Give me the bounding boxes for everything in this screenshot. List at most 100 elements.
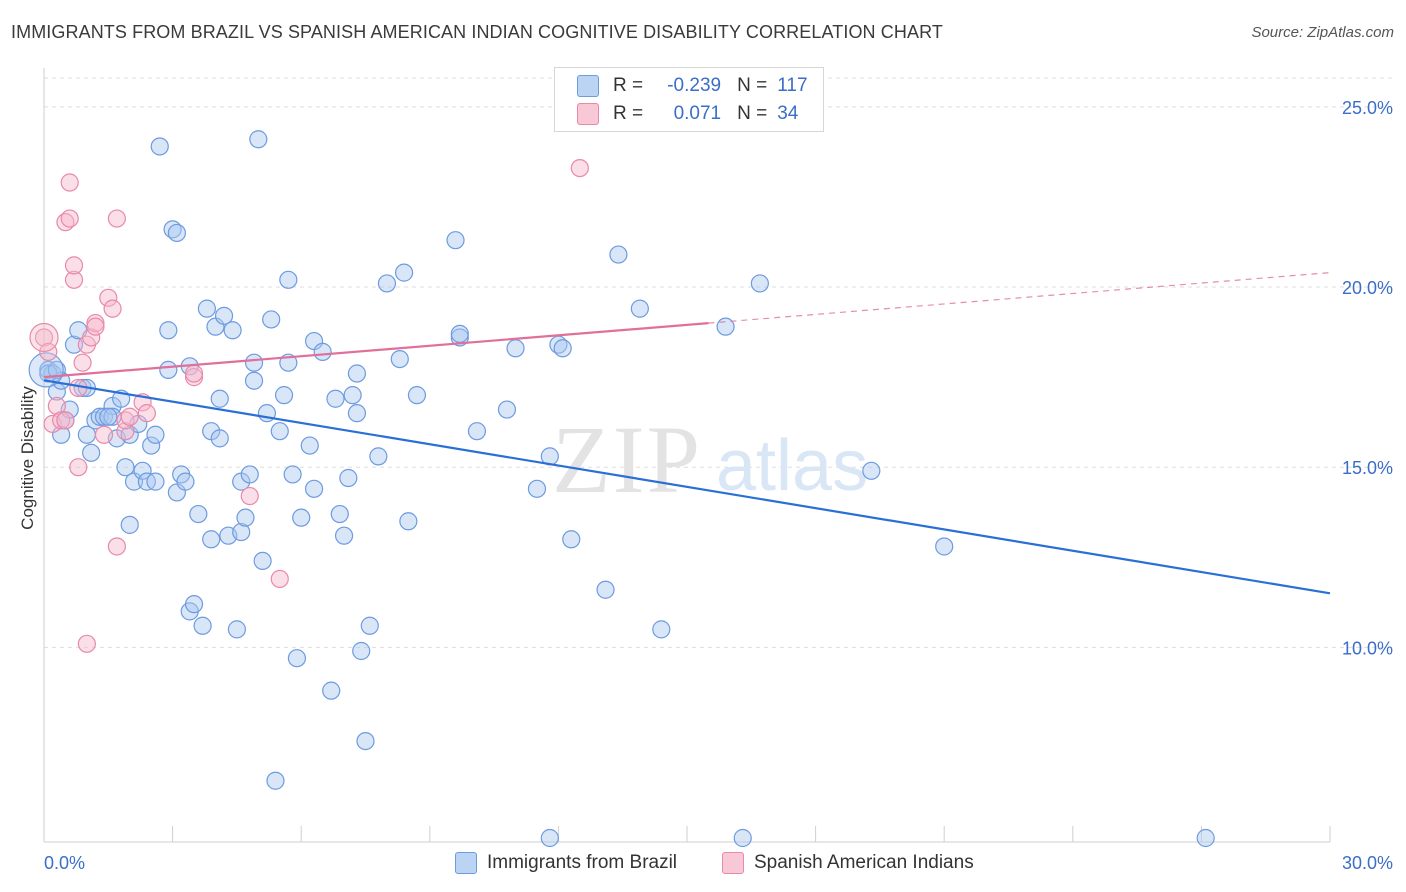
data-point	[596, 580, 615, 599]
data-point	[339, 468, 358, 488]
data-point	[236, 508, 255, 527]
data-point	[935, 537, 954, 556]
data-point	[146, 472, 165, 491]
x-tick-label: 30.0%	[1342, 853, 1393, 873]
data-point	[193, 616, 212, 635]
data-point	[142, 436, 161, 455]
data-point	[107, 209, 126, 228]
chart-title: IMMIGRANTS FROM BRAZIL VS SPANISH AMERIC…	[11, 22, 943, 42]
data-point	[34, 328, 54, 347]
legend-swatch-pink	[577, 103, 599, 125]
data-point	[570, 158, 589, 178]
data-point	[184, 595, 204, 614]
data-point	[407, 386, 427, 405]
data-point	[82, 443, 101, 462]
data-point	[240, 486, 259, 506]
series-spanish-american-indians	[29, 158, 589, 653]
legend-item-brazil[interactable]: Immigrants from Brazil	[455, 852, 677, 874]
data-point	[609, 245, 628, 264]
y-tick-label: 20.0%	[1342, 278, 1393, 298]
watermark: ZIP atlas	[552, 406, 868, 513]
data-point	[184, 364, 204, 383]
data-point	[352, 641, 371, 661]
legend-n-value: 34	[777, 103, 799, 124]
data-point	[197, 299, 216, 318]
legend-n-label: N =	[737, 103, 768, 124]
data-point	[652, 620, 671, 639]
data-point	[223, 321, 242, 340]
data-point	[553, 339, 572, 358]
axes	[43, 68, 1331, 843]
data-point	[60, 173, 79, 192]
data-point	[249, 130, 268, 149]
data-point	[467, 422, 487, 441]
legend-row-spanish: R = 0.071 N = 34	[577, 101, 798, 127]
data-point	[262, 310, 281, 329]
data-point	[527, 479, 547, 498]
trend-line-spanish	[43, 322, 709, 379]
data-point	[270, 569, 289, 589]
data-point	[313, 342, 332, 361]
data-point	[120, 515, 139, 534]
legend-r-value: 0.071	[673, 103, 722, 124]
data-point	[56, 411, 75, 430]
data-point	[240, 465, 259, 484]
data-point	[390, 349, 409, 369]
source-label: Source: ZipAtlas.com	[1251, 24, 1394, 41]
data-point	[287, 649, 307, 668]
data-point	[266, 771, 285, 790]
data-point	[64, 335, 84, 354]
data-point	[214, 306, 234, 325]
data-point	[86, 317, 105, 336]
data-point	[244, 353, 264, 372]
data-point	[446, 231, 465, 250]
data-point	[167, 223, 186, 243]
data-point	[253, 551, 272, 571]
legend-item-spanish[interactable]: Spanish American Indians	[722, 852, 974, 874]
data-point	[304, 479, 324, 498]
data-point	[450, 324, 469, 343]
data-point	[64, 256, 84, 275]
legend-label-brazil: Immigrants from Brazil	[487, 852, 678, 873]
data-point	[150, 137, 169, 156]
y-tick-label: 25.0%	[1342, 98, 1393, 118]
data-point	[1196, 828, 1215, 848]
data-point	[107, 537, 126, 556]
data-point	[360, 616, 379, 635]
data-point	[103, 299, 122, 318]
legend-label-spanish: Spanish American Indians	[754, 852, 974, 873]
data-point	[99, 407, 118, 426]
data-point	[630, 299, 649, 318]
data-point	[322, 681, 341, 700]
data-point	[270, 422, 289, 441]
data-point	[210, 429, 229, 448]
data-point	[862, 461, 881, 480]
trend-line-brazil	[43, 379, 1331, 595]
data-point	[394, 263, 414, 282]
series-brazil	[28, 130, 1215, 848]
watermark-atlas: atlas	[716, 426, 868, 506]
data-point	[189, 504, 208, 524]
data-point	[279, 270, 298, 289]
data-point	[82, 328, 101, 347]
data-point	[47, 396, 66, 416]
data-point	[99, 288, 118, 307]
data-point	[232, 522, 251, 542]
data-point	[300, 436, 319, 455]
data-point	[60, 209, 79, 228]
y-tick-label: 10.0%	[1342, 638, 1393, 658]
data-point	[497, 400, 517, 419]
data-point	[347, 404, 367, 423]
data-point	[343, 386, 362, 405]
data-point	[750, 274, 769, 293]
tick-labels: 10.0% 15.0% 20.0% 25.0% 0.0% 30.0%	[44, 98, 1393, 873]
data-point	[176, 472, 195, 491]
data-point	[330, 504, 349, 524]
data-point	[227, 620, 246, 639]
data-point	[244, 371, 264, 390]
data-point	[159, 321, 178, 340]
legend-swatch-pink	[722, 852, 744, 874]
data-point	[52, 411, 71, 430]
data-point	[146, 425, 165, 444]
